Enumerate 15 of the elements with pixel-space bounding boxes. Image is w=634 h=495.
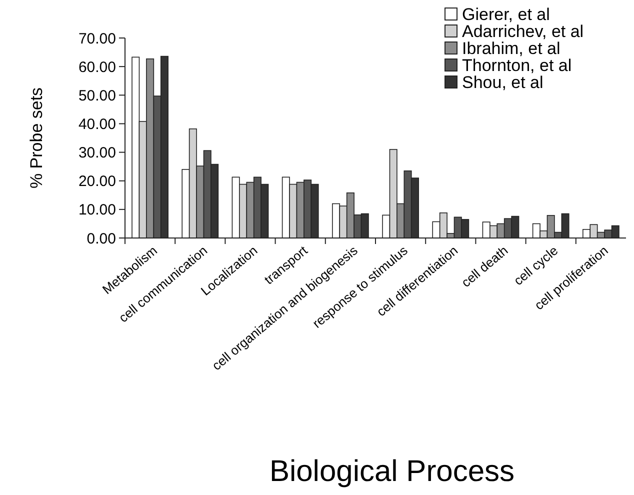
y-tick-label: 30.00 bbox=[78, 144, 116, 162]
y-tick-label: 20.00 bbox=[78, 173, 116, 190]
y-tick-label: 70.00 bbox=[78, 30, 116, 48]
y-tick-label: 10.00 bbox=[78, 202, 116, 219]
legend-label: Thornton, et al bbox=[462, 56, 572, 75]
legend-label: Gierer, et al bbox=[462, 4, 550, 24]
y-tick-label: 0.00 bbox=[86, 230, 116, 248]
y-tick-label: 60.00 bbox=[78, 58, 116, 76]
legend-label: Shou, et al bbox=[462, 72, 544, 92]
y-axis-title: % Probe sets bbox=[27, 87, 46, 189]
legend-label: Ibrahim, et al bbox=[462, 38, 560, 58]
y-tick-label: 50.00 bbox=[78, 87, 116, 104]
y-tick-label: 40.00 bbox=[78, 116, 116, 133]
x-axis-title: Biological Process bbox=[269, 455, 515, 488]
legend-label: Adarrichev, et al bbox=[462, 22, 584, 41]
